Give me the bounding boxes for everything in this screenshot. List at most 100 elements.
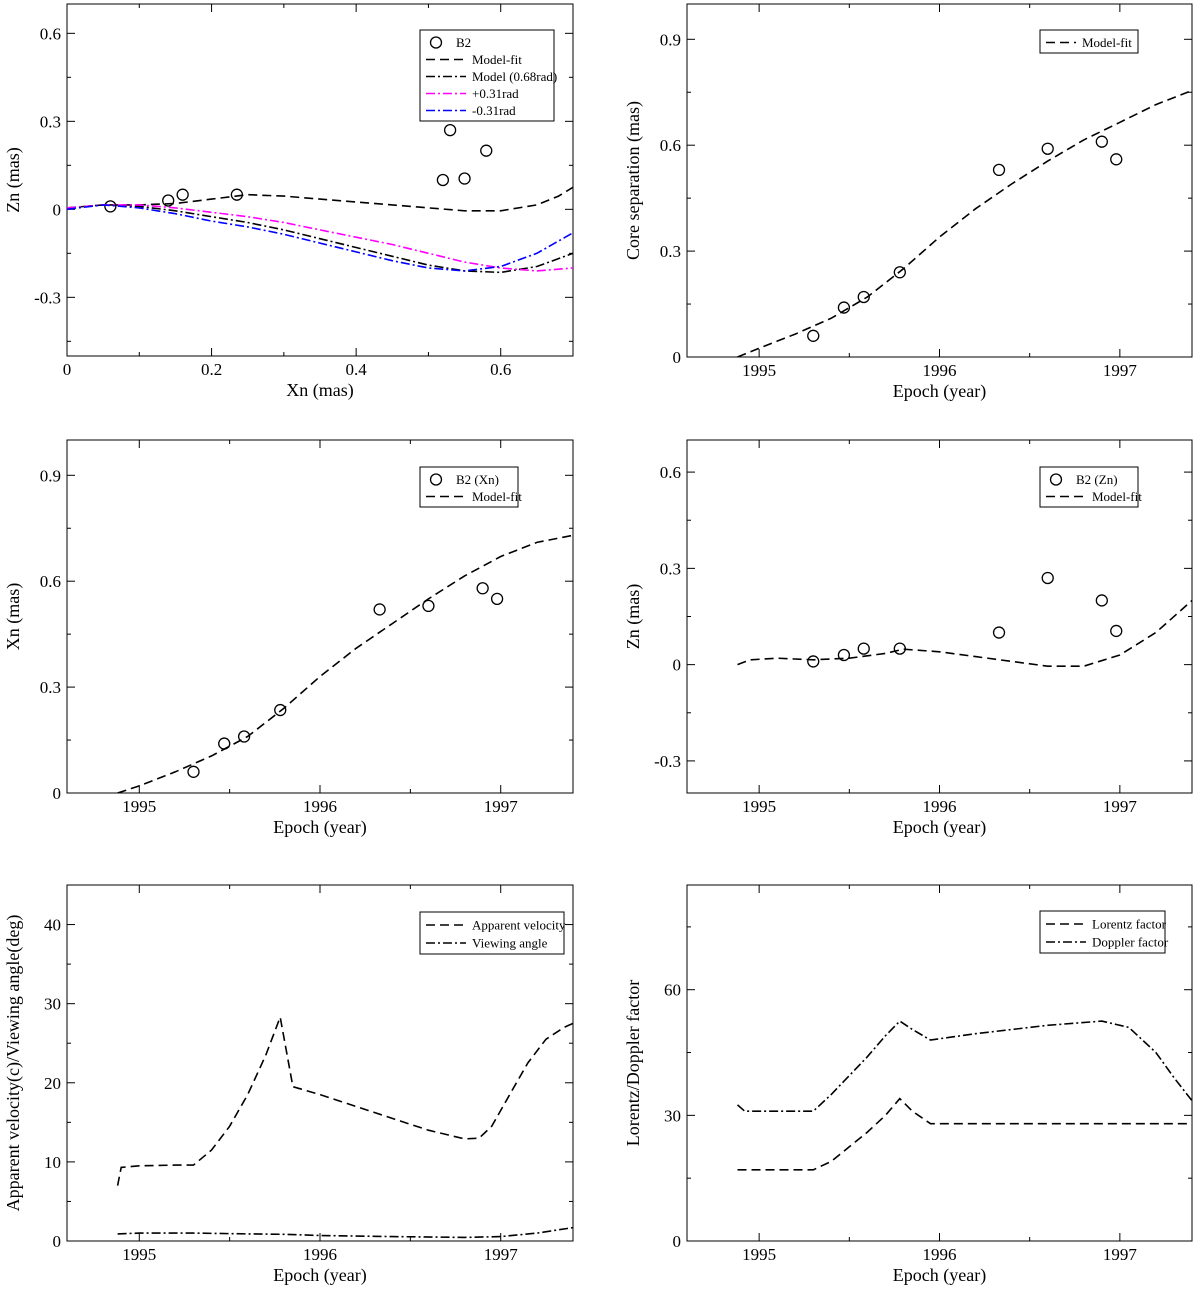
legend-marker [429, 36, 443, 49]
data-point [476, 582, 489, 595]
y-tick-label: -0.3 [34, 288, 61, 307]
data-point [176, 188, 189, 201]
data-point [237, 730, 251, 743]
plot-area [67, 123, 573, 274]
x-tick-label: 0 [63, 360, 72, 379]
data-point [274, 703, 287, 717]
legend-box [1039, 29, 1139, 54]
y-tick-label: 40 [44, 916, 61, 935]
panel-p3: 1995 1996 1997 0 0.3 0.6 0.9 Epoch (year) Xn (ma… [3, 439, 574, 838]
series-line-1 [117, 534, 573, 793]
panel-p1: 0 0.2 0.4 0.6-0.300.30.6Xn (mas)Zn (mas)B2M… [3, 3, 574, 401]
y-tick-label: 0.6 [40, 572, 61, 591]
x-tick-label: 0.4 [346, 360, 368, 379]
legend: Lorentz factor Doppler factor [1039, 910, 1169, 954]
y-tick-label: 0.3 [40, 678, 61, 697]
y-tick-label: -0.3 [654, 752, 681, 771]
data-point [837, 648, 851, 662]
legend-box [419, 29, 555, 122]
series-line-4 [67, 204, 573, 272]
legend-label: Apparent velocity [472, 918, 566, 933]
x-tick-label: 1996 [923, 361, 957, 380]
plot-area [737, 571, 1192, 668]
data-point [807, 655, 820, 668]
series-line-1 [67, 186, 573, 212]
panel-p6: 1995 1996 1997 0 30 60 Epoch (year) Lorentz/Dop… [623, 884, 1193, 1286]
series-line-1 [117, 1226, 573, 1239]
x-tick-label: 1996 [303, 1245, 337, 1264]
y-tick-label: 0 [53, 784, 62, 803]
legend-label: -0.31rad [472, 103, 516, 118]
series-line-1 [736, 1020, 1192, 1112]
y-axis-label: Zn (mas) [3, 147, 24, 212]
y-tick-label: 30 [44, 995, 61, 1014]
x-tick-label: 1997 [1103, 797, 1138, 816]
data-point [373, 603, 386, 616]
y-tick-label: 0.6 [660, 463, 681, 482]
panel-p5: 1995 1996 1997 0 10 20 30 40 Epoch (year) Apparen… [3, 884, 574, 1286]
data-point [422, 599, 435, 613]
y-tick-label: 0 [673, 1232, 682, 1251]
x-tick-label: 1996 [303, 797, 337, 816]
x-tick-label: 1996 [923, 1245, 957, 1264]
y-tick-label: 30 [664, 1106, 681, 1125]
x-axis-label: Epoch (year) [273, 817, 366, 838]
series-line-1 [737, 89, 1192, 357]
x-tick-label: 1995 [742, 361, 776, 380]
x-axis-label: Epoch (year) [893, 1265, 986, 1286]
y-axis-label: Xn (mas) [3, 583, 24, 650]
x-tick-label: 1997 [1103, 361, 1138, 380]
y-tick-label: 0 [673, 348, 682, 367]
legend: Model-fit [1039, 29, 1139, 54]
legend-marker [1049, 473, 1063, 486]
data-point [893, 266, 906, 279]
y-tick-label: 10 [44, 1153, 61, 1172]
legend-label: Model (0.68rad) [472, 69, 557, 84]
data-point [187, 765, 200, 778]
data-point [837, 301, 851, 314]
data-point [857, 290, 870, 304]
legend-label: Viewing angle [472, 936, 548, 951]
y-tick-label: 0.9 [660, 30, 681, 49]
legend-label: B2 (Zn) [1076, 472, 1118, 487]
x-tick-label: 1995 [122, 1245, 156, 1264]
legend-box [419, 466, 519, 508]
y-tick-label: 0.3 [660, 242, 681, 261]
plot-frame [686, 3, 1193, 358]
y-axis-label: Zn (mas) [623, 584, 644, 649]
y-tick-label: 0 [53, 1232, 62, 1251]
series-line-3 [67, 204, 573, 272]
legend-label: B2 (Xn) [456, 472, 499, 487]
y-axis-label: Lorentz/Doppler factor [623, 980, 643, 1146]
plot-area [117, 534, 573, 793]
data-point [458, 172, 471, 185]
legend-label: Model-fit [1082, 35, 1132, 50]
y-tick-label: 0.6 [40, 24, 61, 43]
x-tick-label: 0.6 [490, 360, 511, 379]
data-point [1095, 594, 1108, 607]
plot-area [116, 1014, 573, 1239]
data-point [480, 144, 493, 157]
data-point [1095, 135, 1108, 148]
series-line-0 [737, 1097, 1192, 1171]
data-point [857, 642, 870, 655]
legend-label: Model-fit [1092, 489, 1142, 504]
x-axis-label: Xn (mas) [286, 380, 353, 401]
y-tick-label: 0.3 [40, 112, 61, 131]
panel-p2: 1995 1996 1997 0 0.3 0.6 0.9 Epoch (year) Core s… [623, 3, 1193, 402]
x-tick-label: 1997 [484, 1245, 519, 1264]
data-point [436, 173, 450, 187]
x-tick-label: 1997 [1103, 1245, 1138, 1264]
x-tick-label: 0.2 [201, 360, 222, 379]
data-point [807, 329, 820, 342]
y-tick-label: 0 [53, 200, 62, 219]
x-tick-label: 1995 [742, 797, 776, 816]
legend-label: Model-fit [472, 52, 522, 67]
series-line-0 [116, 1014, 573, 1186]
y-tick-label: 20 [44, 1074, 61, 1093]
plot-area [736, 1020, 1192, 1171]
x-tick-label: 1995 [122, 797, 156, 816]
legend-label: Lorentz factor [1092, 917, 1167, 932]
